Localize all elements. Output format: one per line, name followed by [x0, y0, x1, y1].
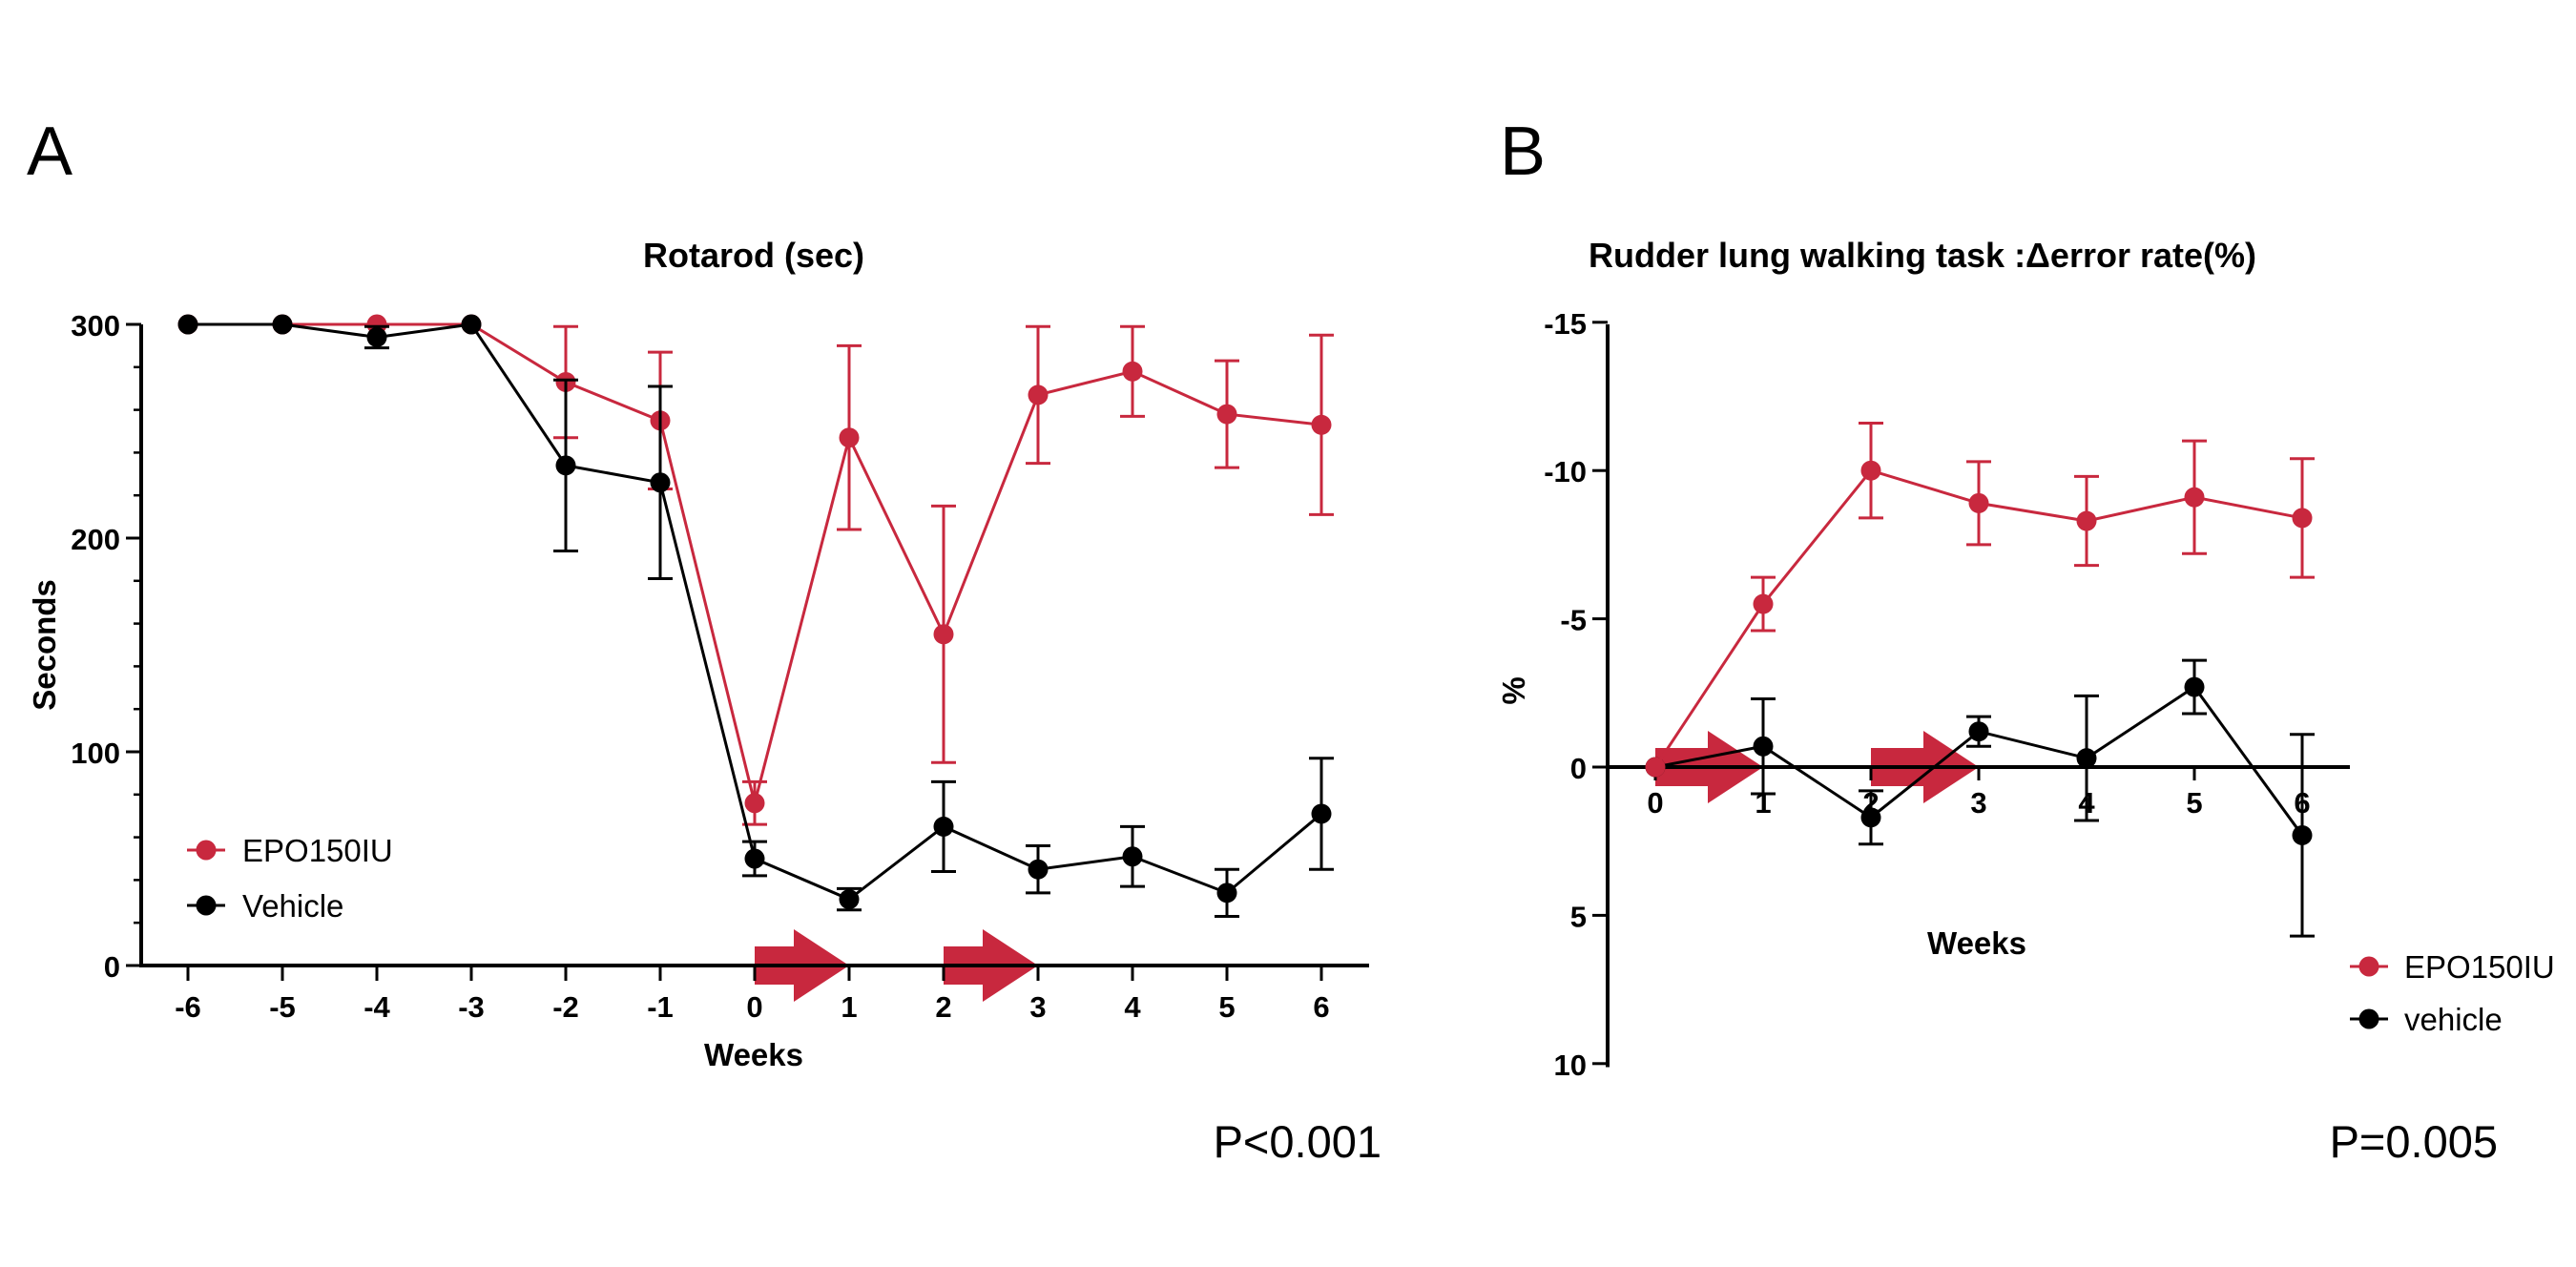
panel-b-epo-point [2184, 487, 2205, 508]
x-axis-label: Weeks [1927, 925, 2026, 961]
y-tick-label: 200 [71, 523, 120, 556]
x-tick-label: 6 [1313, 990, 1329, 1024]
panel-a-vehicle-point [1122, 846, 1143, 867]
panel-b-vehicle-point [2184, 676, 2205, 697]
panel-a-vehicle-point [1216, 883, 1237, 904]
panel-a-vehicle-point [272, 314, 293, 335]
panel-a-vehicle-point [1028, 859, 1049, 880]
legend-marker [196, 840, 217, 861]
panel-b-epo-point [1753, 593, 1774, 614]
legend-label: Vehicle [242, 888, 343, 924]
p-value-annotation: P=0.005 [2330, 1116, 2498, 1167]
x-tick-label: 4 [1124, 990, 1141, 1024]
x-tick-label: 0 [746, 990, 762, 1024]
p-value-annotation: P<0.001 [1214, 1116, 1381, 1167]
panel-b-epo-point [1968, 492, 1989, 513]
panel-a-epo-point [1216, 404, 1237, 425]
y-tick-label: 10 [1554, 1049, 1587, 1082]
legend-marker [2358, 1008, 2379, 1029]
x-tick-label: 3 [1970, 786, 1986, 820]
x-tick-label: 5 [1218, 990, 1235, 1024]
chart-title: Rotarod (sec) [643, 236, 864, 275]
panel-a-vehicle-point [1311, 803, 1332, 824]
panel-a-rotarod: A Rotarod (sec) 0 100 200 300 -6 -5 -4 -3 -2 -1 0 1 2 3… [27, 114, 1381, 1167]
panel-a-vehicle-point [366, 326, 387, 347]
x-axis-label: Weeks [704, 1037, 803, 1072]
panel-a-epo-point [1122, 361, 1143, 382]
panel-a-vehicle-point [650, 472, 671, 493]
x-tick-label: 2 [935, 990, 951, 1024]
panel-b-rudder-walking: B Rudder lung walking task :Δerror rate(%… [1496, 114, 2555, 1167]
x-tick-label: 5 [2186, 786, 2202, 820]
panel-b-epo-point [1645, 757, 1666, 778]
panel-a-vehicle-point [177, 314, 198, 335]
panel-a-vehicle-point [933, 816, 954, 837]
panel-a-vehicle-point [461, 314, 482, 335]
y-tick-label: 100 [71, 737, 120, 770]
x-tick-label: -4 [364, 990, 390, 1024]
x-tick-label: -3 [458, 990, 485, 1024]
panel-b-epo-point [1860, 460, 1881, 481]
legend-label: EPO150IU [2404, 949, 2555, 985]
y-tick-label: -5 [1560, 604, 1587, 637]
y-tick-label: 0 [104, 950, 120, 984]
y-axis-label: Seconds [27, 579, 62, 711]
x-tick-label: -1 [647, 990, 674, 1024]
legend-marker [2358, 956, 2379, 977]
panel-a-epo-point [744, 793, 765, 814]
panel-label-a: A [27, 114, 73, 190]
chart-title: Rudder lung walking task :Δerror rate(%) [1589, 236, 2256, 275]
panel-b-vehicle-point [1753, 736, 1774, 757]
x-tick-label: 3 [1029, 990, 1046, 1024]
panel-a-vehicle-point [555, 455, 576, 476]
panel-label-b: B [1500, 114, 1546, 190]
x-tick-label: -6 [175, 990, 201, 1024]
legend-label: vehicle [2404, 1002, 2503, 1037]
x-tick-label: 0 [1647, 786, 1663, 820]
y-tick-label: -15 [1544, 307, 1587, 341]
y-axis-label: % [1496, 676, 1531, 704]
legend-label: EPO150IU [242, 833, 393, 868]
panel-a-vehicle-point [839, 889, 860, 910]
panel-b-vehicle-point [2292, 824, 2313, 845]
panel-a-epo-point [839, 427, 860, 448]
panel-b-epo-point [2076, 510, 2097, 531]
panel-a-epo-point [1028, 384, 1049, 405]
panel-b-vehicle-point [1968, 721, 1989, 742]
x-tick-label: 1 [841, 990, 857, 1024]
panel-b-vehicle-point [2076, 748, 2097, 769]
x-tick-label: -5 [269, 990, 296, 1024]
y-tick-label: 300 [71, 309, 120, 343]
panel-b-vehicle-point [1860, 807, 1881, 828]
panel-a-epo-point [1311, 414, 1332, 435]
y-tick-label: -10 [1544, 455, 1587, 488]
x-tick-label: -2 [552, 990, 579, 1024]
panel-a-vehicle-point [744, 848, 765, 869]
y-tick-label: 0 [1570, 752, 1587, 785]
panel-a-epo-point [933, 624, 954, 645]
panel-b-epo-point [2292, 508, 2313, 529]
panel-a-epo-line [188, 322, 1322, 804]
legend-marker [196, 895, 217, 916]
y-tick-label: 5 [1570, 900, 1587, 933]
